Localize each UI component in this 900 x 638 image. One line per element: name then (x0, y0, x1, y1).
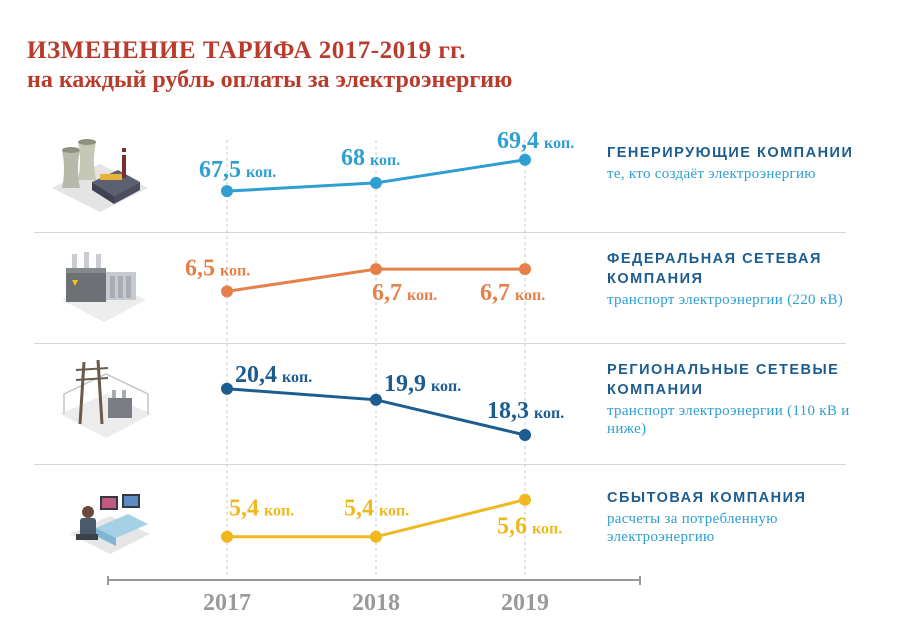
data-label: 6,7 коп. (372, 280, 437, 306)
data-label: 19,9 коп. (384, 371, 461, 397)
data-point (221, 382, 233, 395)
data-label: 18,3 коп. (487, 398, 564, 424)
data-point (519, 493, 531, 506)
x-tick-label: 2018 (352, 590, 400, 616)
data-point (370, 176, 382, 189)
data-point (370, 393, 382, 406)
row-divider (34, 343, 846, 344)
data-point (221, 185, 233, 198)
label-name: ФЕДЕРАЛЬНАЯ СЕТЕВАЯ КОМПАНИЯ (607, 251, 822, 287)
data-label: 20,4 коп. (235, 362, 312, 388)
power-plant-icon (52, 139, 148, 212)
data-point (519, 263, 531, 276)
data-point (519, 153, 531, 166)
label-generating: ГЕНЕРИРУЮЩИЕ КОМПАНИИ те, кто создаёт эл… (607, 143, 877, 183)
data-point (221, 285, 233, 298)
data-label: 5,4 коп. (344, 496, 409, 522)
label-name: СБЫТОВАЯ КОМПАНИЯ (607, 490, 807, 506)
data-label: 69,4 коп. (497, 128, 574, 154)
data-label: 6,5 коп. (185, 255, 250, 281)
label-desc: транспорт электроэнергии (220 кВ) (607, 292, 844, 308)
series-sales: 5,4 коп. 5,4 коп. 5,6 коп. (221, 493, 562, 543)
label-desc: транспорт электроэнергии (110 кВ и ниже) (607, 403, 850, 437)
data-point (370, 263, 382, 276)
row-divider (34, 232, 846, 233)
label-sales: СБЫТОВАЯ КОМПАНИЯ расчеты за потребленну… (607, 488, 877, 546)
data-label: 5,6 коп. (497, 514, 562, 540)
series-regional: 20,4 коп. 19,9 коп. 18,3 коп. (221, 362, 564, 441)
transformer-icon (62, 252, 146, 322)
data-point (221, 530, 233, 543)
series-federal: 6,5 коп. 6,7 коп. 6,7 коп. (185, 255, 545, 306)
data-label: 5,4 коп. (229, 496, 294, 522)
substation-icon (60, 359, 152, 438)
label-federal: ФЕДЕРАЛЬНАЯ СЕТЕВАЯ КОМПАНИЯ транспорт э… (607, 249, 877, 309)
title-line-2: на каждый рубль оплаты за электроэнергию (27, 67, 513, 93)
label-regional: РЕГИОНАЛЬНЫЕ СЕТЕВЫЕ КОМПАНИИ транспорт … (607, 360, 877, 438)
data-label: 6,7 коп. (480, 280, 545, 306)
data-label: 68 коп. (341, 145, 400, 171)
label-desc: расчеты за потребленную электроэнергию (607, 511, 778, 545)
data-point (519, 429, 531, 441)
data-label: 67,5 коп. (199, 157, 276, 183)
label-desc: те, кто создаёт электроэнергию (607, 166, 816, 182)
label-name: ГЕНЕРИРУЮЩИЕ КОМПАНИИ (607, 145, 854, 161)
chart-title: ИЗМЕНЕНИЕ ТАРИФА 2017-2019 гг. на каждый… (27, 36, 512, 94)
series-generating: 67,5 коп. 68 коп. 69,4 коп. (199, 128, 574, 198)
data-point (370, 530, 382, 543)
x-tick-label: 2019 (501, 590, 549, 616)
row-divider (34, 464, 846, 465)
x-tick-label: 2017 (203, 590, 251, 616)
label-name: РЕГИОНАЛЬНЫЕ СЕТЕВЫЕ КОМПАНИИ (607, 362, 840, 398)
title-line-1: ИЗМЕНЕНИЕ ТАРИФА 2017-2019 гг. (27, 37, 466, 64)
operator-desk-icon (70, 494, 150, 554)
